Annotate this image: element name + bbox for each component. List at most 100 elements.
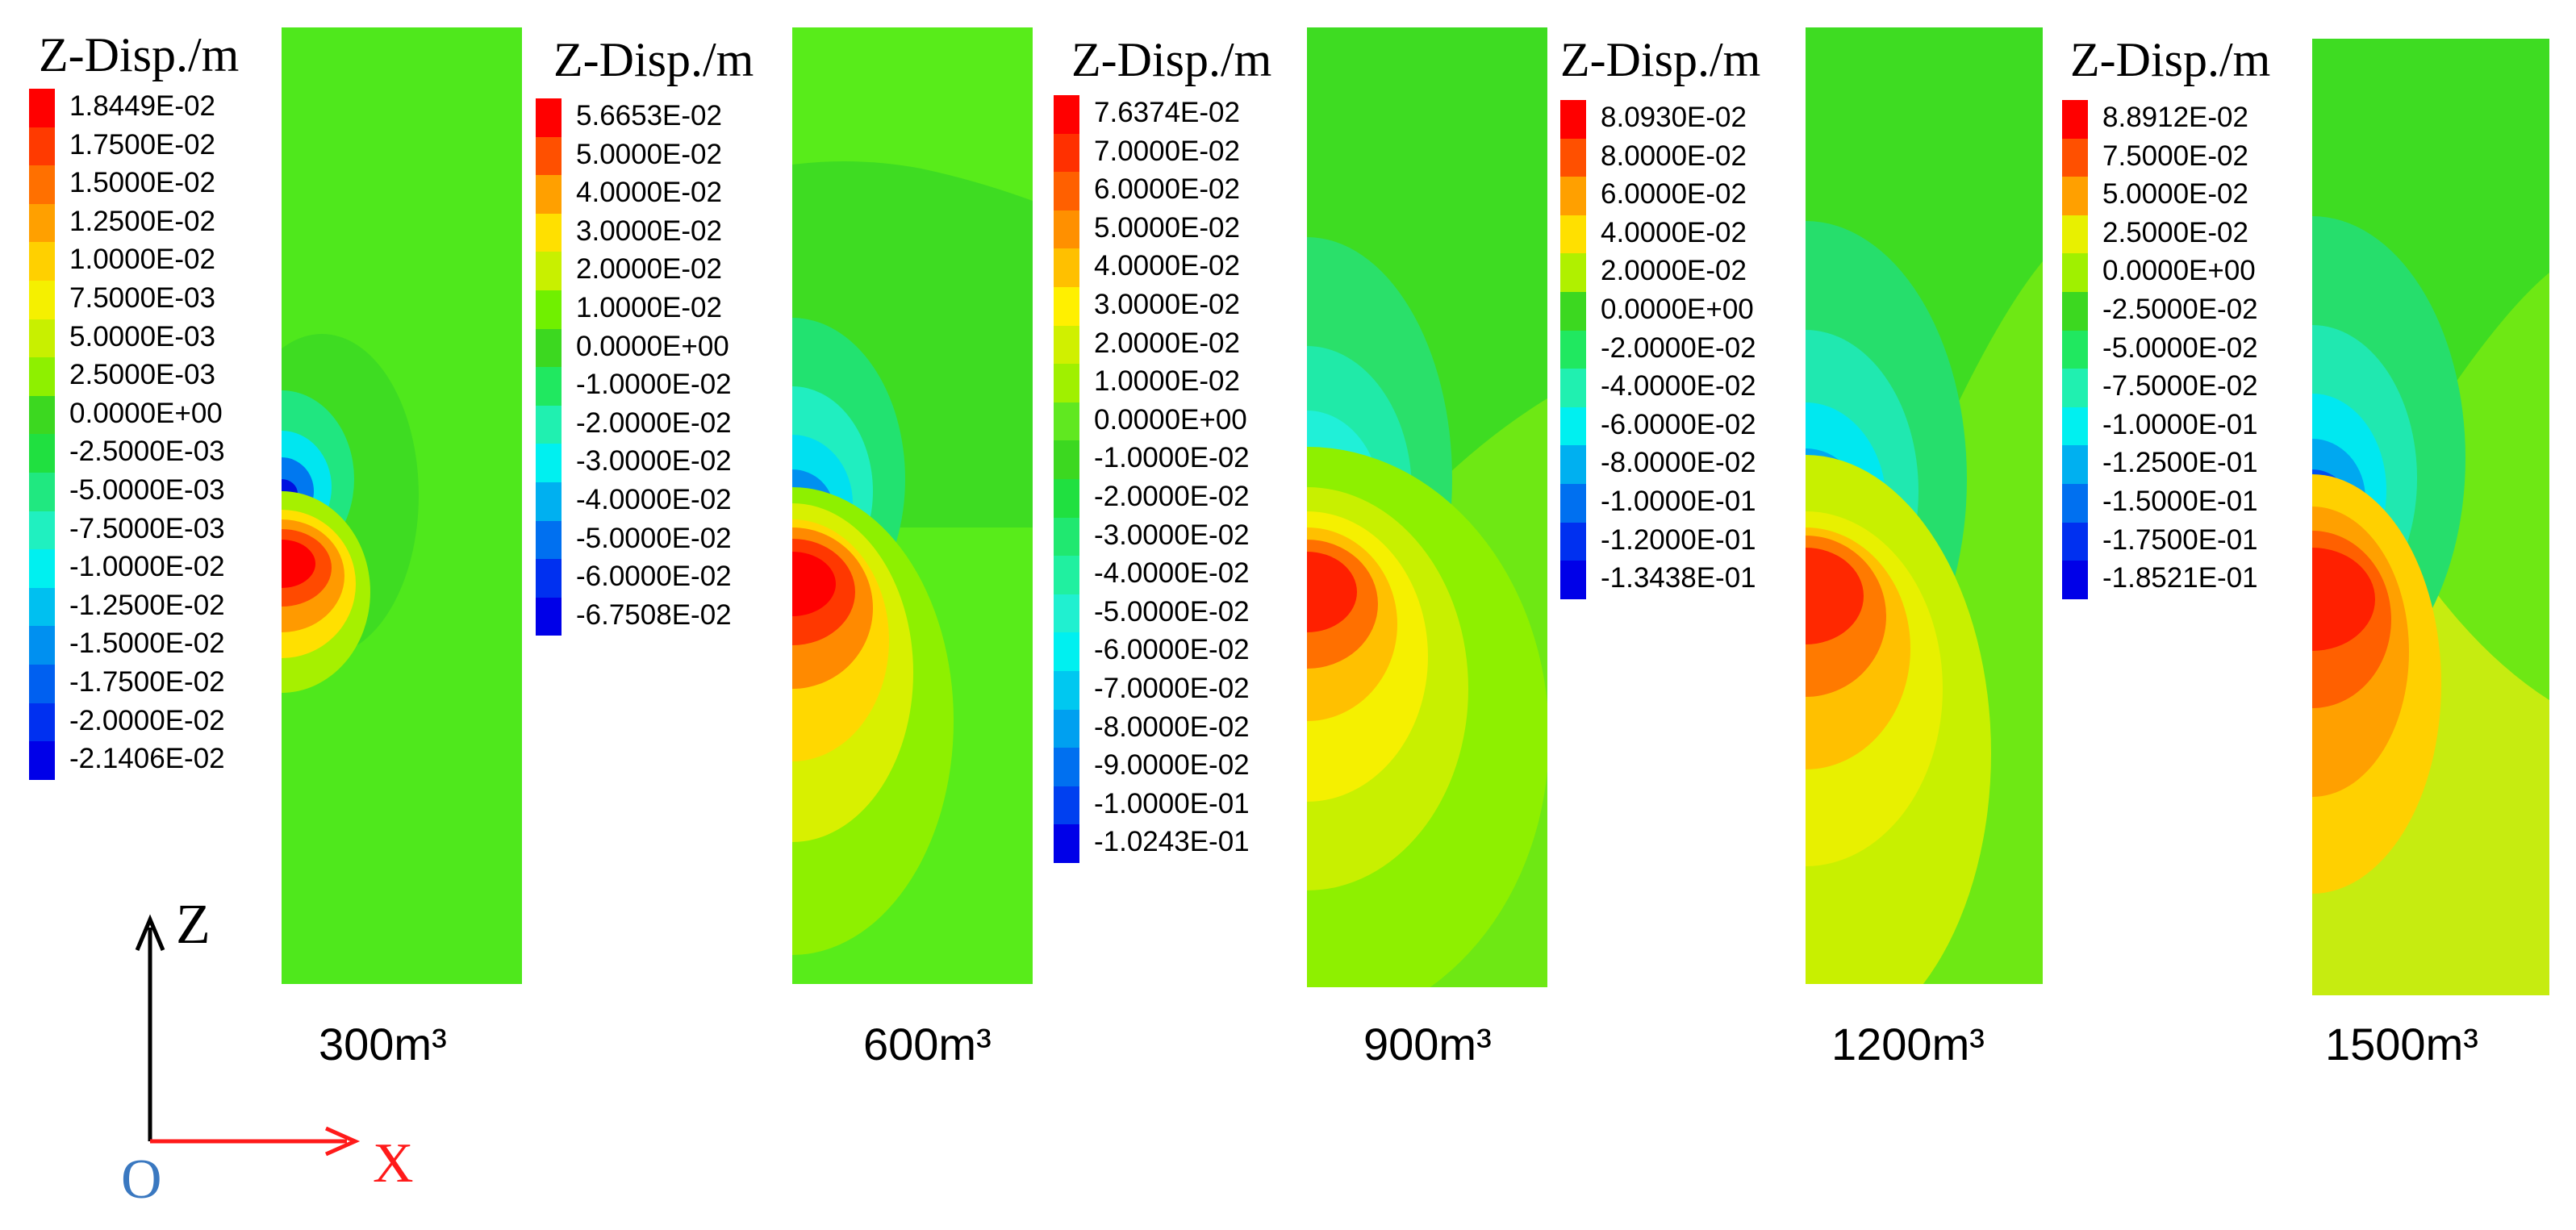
legend-value: -1.3438E-01: [1601, 562, 1756, 594]
legend-title: Z-Disp./m: [2070, 32, 2271, 88]
color-swatch: [29, 127, 55, 166]
legend-value: 5.0000E-02: [1094, 211, 1240, 244]
legend-value: -1.7500E-02: [69, 666, 225, 698]
color-swatch: [536, 213, 562, 252]
color-swatch: [29, 741, 55, 780]
legend-value: -1.0000E-02: [69, 551, 225, 583]
legend-value: 8.0000E-02: [1601, 140, 1747, 172]
legend-value: 7.5000E-02: [2102, 140, 2248, 172]
contour-field-1500: [2312, 39, 2549, 995]
color-swatch: [1054, 824, 1079, 863]
color-bar: [1054, 95, 1079, 863]
contour-field-300: [282, 27, 522, 984]
legend-value: 1.0000E-02: [576, 292, 722, 323]
legend-value: -4.0000E-02: [1601, 370, 1756, 402]
color-swatch: [1054, 286, 1079, 326]
legend-value: 1.5000E-02: [69, 167, 215, 199]
legend-value: -5.0000E-03: [69, 474, 225, 506]
color-swatch: [2062, 369, 2088, 407]
legend-value: -3.0000E-02: [1094, 519, 1250, 551]
contour-field-900: [1307, 27, 1547, 987]
legend-value: 4.0000E-02: [1601, 216, 1747, 248]
color-swatch: [2062, 253, 2088, 292]
color-swatch: [1054, 748, 1079, 786]
legend-value: 3.0000E-02: [576, 215, 722, 247]
color-swatch: [29, 511, 55, 550]
color-swatch: [2062, 561, 2088, 599]
legend-value: 2.5000E-03: [69, 359, 215, 391]
legend-value: -6.0000E-02: [576, 561, 732, 593]
color-swatch: [1054, 172, 1079, 211]
color-swatch: [1054, 210, 1079, 249]
color-swatch: [2062, 138, 2088, 177]
legend-value: -2.5000E-02: [2102, 294, 2258, 325]
color-swatch: [1054, 594, 1079, 633]
color-swatch: [2062, 291, 2088, 331]
color-swatch: [1054, 133, 1079, 173]
legend-value: 1.0000E-02: [69, 244, 215, 276]
color-bar: [29, 89, 55, 780]
color-swatch: [1054, 709, 1079, 748]
color-swatch: [29, 165, 55, 204]
color-swatch: [29, 357, 55, 396]
color-swatch: [1560, 291, 1586, 331]
legend-value: -7.5000E-03: [69, 512, 225, 544]
color-swatch: [2062, 100, 2088, 139]
color-swatch: [1054, 364, 1079, 402]
legend-value: -3.0000E-02: [576, 445, 732, 477]
color-swatch: [1054, 632, 1079, 671]
legend-title: Z-Disp./m: [1560, 32, 1761, 88]
color-swatch: [536, 597, 562, 636]
legend-value: 6.0000E-02: [1094, 173, 1240, 206]
legend-value: 0.0000E+00: [1094, 403, 1247, 436]
color-swatch: [536, 520, 562, 560]
color-swatch: [2062, 522, 2088, 561]
color-swatch: [29, 395, 55, 435]
legend-value: 1.7500E-02: [69, 128, 215, 161]
legend-value: -2.0000E-02: [1601, 331, 1756, 364]
legend-value: -1.2500E-01: [2102, 447, 2258, 479]
color-swatch: [1054, 402, 1079, 441]
color-swatch: [536, 290, 562, 329]
color-swatch: [1560, 330, 1586, 369]
legend-value: -1.0000E-01: [1601, 486, 1756, 517]
color-swatch: [536, 252, 562, 290]
legend-value: -8.0000E-02: [1601, 447, 1756, 479]
contour-field-600: [792, 27, 1033, 984]
color-swatch: [1054, 670, 1079, 710]
legend-value: -1.0000E-01: [1094, 787, 1250, 819]
color-swatch: [536, 175, 562, 214]
color-swatch: [1560, 522, 1586, 561]
color-swatch: [29, 472, 55, 511]
legend-value: -2.1406E-02: [69, 743, 225, 775]
legend-value: 0.0000E+00: [1601, 294, 1754, 325]
origin-label: O: [121, 1149, 162, 1211]
volume-label-1200: 1200m³: [1831, 1019, 1985, 1069]
color-swatch: [29, 549, 55, 588]
color-swatch: [2062, 330, 2088, 369]
color-swatch: [29, 319, 55, 358]
legend-value: 5.0000E-03: [69, 320, 215, 352]
color-swatch: [29, 89, 55, 127]
legend-value: -1.0000E-01: [2102, 408, 2258, 440]
color-swatch: [1560, 215, 1586, 254]
legend-value: 7.0000E-02: [1094, 135, 1240, 167]
color-swatch: [2062, 215, 2088, 254]
legend-value: -2.5000E-03: [69, 436, 225, 468]
color-swatch: [1560, 407, 1586, 446]
color-swatch: [1560, 253, 1586, 292]
color-swatch: [1560, 561, 1586, 599]
legend-value: -5.0000E-02: [576, 522, 732, 554]
color-swatch: [29, 703, 55, 742]
color-swatch: [29, 664, 55, 703]
color-swatch: [536, 405, 562, 444]
color-swatch: [1054, 517, 1079, 557]
color-swatch: [1054, 95, 1079, 134]
legend-value: -6.7508E-02: [576, 598, 732, 631]
color-swatch: [1560, 445, 1586, 484]
color-swatch: [1054, 440, 1079, 479]
legend-value: -1.2000E-01: [1601, 523, 1756, 556]
legend-value: -2.0000E-02: [69, 704, 225, 736]
volume-label-300: 300m³: [319, 1019, 447, 1069]
